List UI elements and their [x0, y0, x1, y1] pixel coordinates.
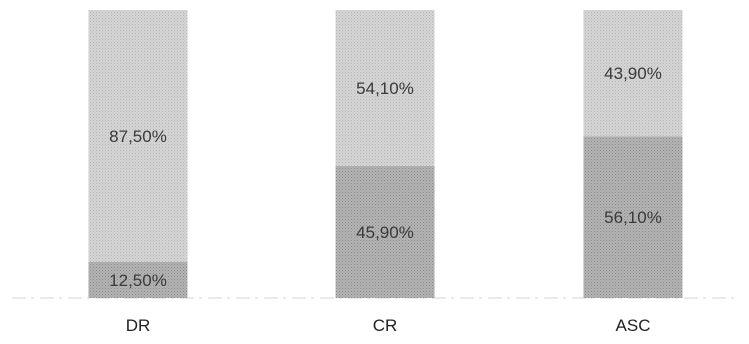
- data-label-dr-1: 12,50%: [109, 271, 167, 290]
- bars-group: 12,50% 87,50% 45,90% 54,10% 56,10% 43,90%: [88, 10, 683, 298]
- bar-segment-dr-1: [88, 262, 188, 298]
- data-label-dr-2: 87,50%: [109, 127, 167, 146]
- bar-segment-asc-2: [583, 10, 683, 137]
- data-label-asc-1: 56,10%: [604, 208, 662, 227]
- bar-segment-asc-1: [583, 136, 683, 298]
- bar-segment-dr-2: [88, 10, 188, 262]
- bar-segment-cr-1: [335, 165, 435, 298]
- category-labels: DR CR ASC: [126, 316, 651, 335]
- data-label-asc-2: 43,90%: [604, 64, 662, 83]
- category-label-dr: DR: [126, 316, 151, 335]
- category-label-cr: CR: [373, 316, 398, 335]
- data-label-cr-2: 54,10%: [356, 79, 414, 98]
- bar-segment-cr-2: [335, 10, 435, 166]
- data-label-cr-1: 45,90%: [356, 223, 414, 242]
- category-label-asc: ASC: [616, 316, 651, 335]
